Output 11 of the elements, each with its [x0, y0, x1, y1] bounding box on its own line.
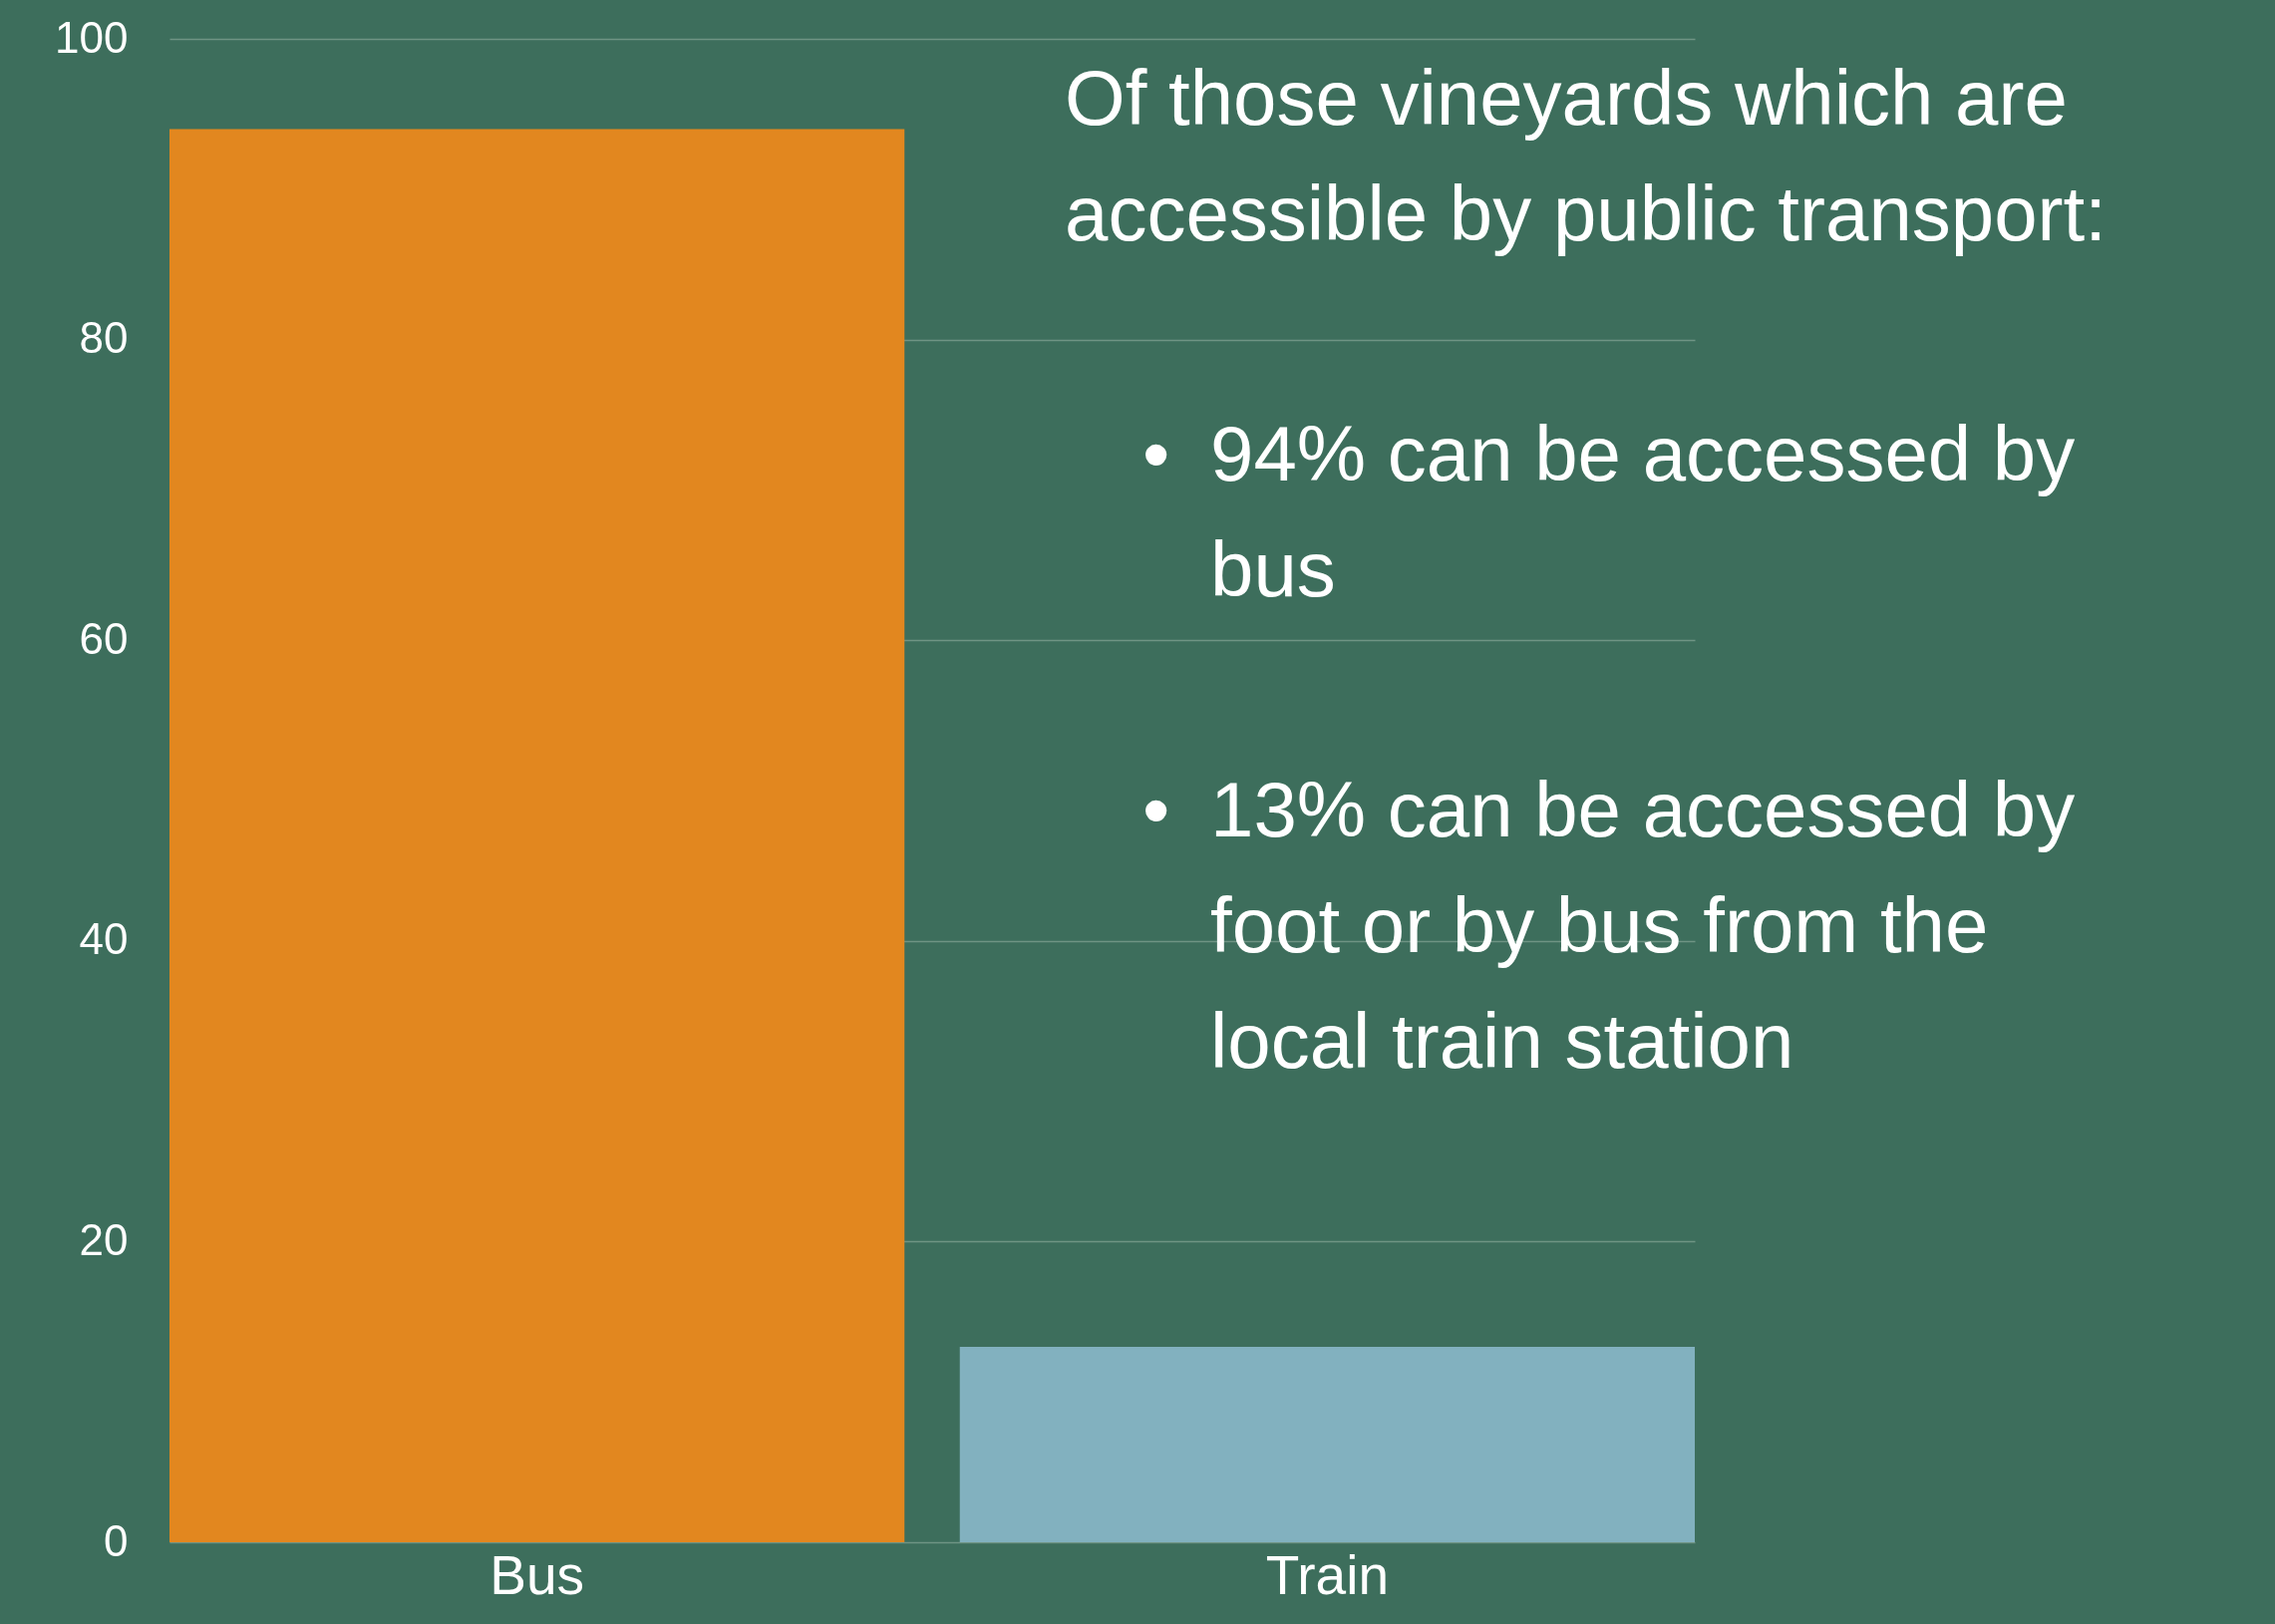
x-tick-label: Bus [489, 1543, 585, 1606]
y-tick-label: 0 [104, 1515, 129, 1565]
x-tick-label: Train [1265, 1543, 1390, 1606]
y-tick-label: 80 [79, 313, 129, 363]
y-tick-label: 60 [79, 613, 129, 663]
annotation: Of those vineyards which are accessible by public transport: [1065, 53, 2108, 259]
annotation: • 13% can be accessed by foot or by bus from the local train station [1142, 765, 2077, 1087]
y-tick-label: 20 [79, 1214, 129, 1264]
y-tick-label: 100 [55, 12, 129, 62]
y-tick-label: 40 [79, 914, 129, 964]
annotation: • 94% can be accessed by bus [1142, 409, 2077, 615]
